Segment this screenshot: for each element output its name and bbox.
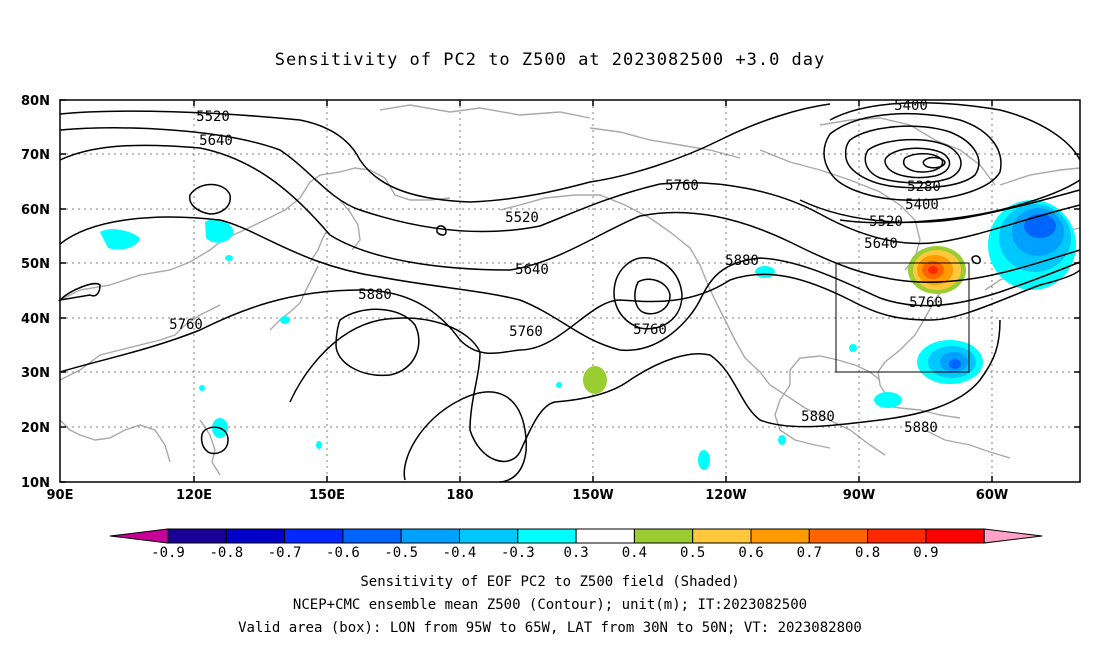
graticule [60, 100, 1080, 482]
colorbar-tick-label: -0.3 [501, 545, 535, 561]
colorbar-tick-label: 0.9 [913, 545, 938, 561]
lat-label: 40N [21, 312, 50, 327]
colorbar-tick-label: 0.7 [797, 545, 822, 561]
lon-label: 150E [309, 488, 345, 503]
colorbar-swatch [750, 528, 810, 544]
colorbar-tick-label: -0.5 [384, 545, 418, 561]
colorbar-high-arrow [983, 528, 1043, 544]
colorbar-swatch [692, 528, 752, 544]
footer-line-1: Sensitivity of EOF PC2 to Z500 field (Sh… [360, 574, 740, 590]
colorbar-swatch [167, 528, 227, 544]
lat-label: 10N [21, 476, 50, 491]
colorbar-swatch [342, 528, 402, 544]
colorbar-tick-label: 0.3 [563, 545, 588, 561]
colorbar: -0.9 -0.8 -0.7 -0.6 -0.5 -0.4 -0.3 0.3 0.4 0.5 0.6… [109, 528, 1043, 561]
colorbar-tick-label: -0.9 [151, 545, 185, 561]
lon-label: 90W [843, 488, 875, 503]
contour-label: 5520 [869, 214, 903, 230]
colorbar-swatch [867, 528, 927, 544]
colorbar-tick-label: -0.4 [443, 545, 477, 561]
colorbar-tick-label: 0.4 [622, 545, 647, 561]
colorbar-swatch [575, 528, 635, 544]
colorbar-swatch [459, 528, 519, 544]
colorbar-tick-label: -0.8 [209, 545, 243, 561]
colorbar-swatch [925, 528, 985, 544]
valid-area-box [835, 262, 970, 373]
plot-frame [59, 99, 1081, 483]
colorbar-swatch [400, 528, 461, 544]
z500-contours [57, 102, 1081, 483]
colorbar-swatch [225, 528, 286, 544]
lon-label: 60W [976, 488, 1008, 503]
contour-label: 5760 [665, 178, 699, 194]
colorbar-swatch [517, 528, 577, 544]
colorbar-tick-label: 0.6 [738, 545, 763, 561]
contour-label: 5760 [169, 317, 203, 333]
tick-marks [60, 99, 1080, 483]
lat-label: 30N [21, 366, 50, 381]
contour-label: 5640 [199, 133, 233, 149]
map-title: Sensitivity of PC2 to Z500 at 2023082500… [274, 50, 826, 70]
contour-label: 5520 [196, 109, 230, 125]
colorbar-tick-label: -0.6 [326, 545, 360, 561]
colorbar-tick-label: 0.8 [855, 545, 880, 561]
contour-labels: 5400 5520 5640 5760 5280 5400 5520 5640 … [169, 98, 943, 436]
lat-labels: 80N 70N 60N 50N 40N 30N 20N 10N [21, 94, 50, 491]
contour-label: 5760 [509, 324, 543, 340]
lon-label: 120E [176, 488, 212, 503]
contour-label: 5880 [904, 420, 938, 436]
colorbar-swatch [633, 528, 694, 544]
lon-label: 90E [47, 488, 74, 503]
contour-label: 5280 [907, 179, 941, 195]
lon-labels: 90E 120E 150E 180 150W 120W 90W 60W [47, 488, 1009, 503]
contour-label: 5760 [909, 295, 943, 311]
footer-line-2: NCEP+CMC ensemble mean Z500 (Contour); u… [292, 597, 808, 613]
contour-label: 5640 [515, 262, 549, 278]
lon-label: 120W [705, 488, 746, 503]
contour-label: 5880 [801, 409, 835, 425]
contour-label: 5640 [864, 236, 898, 252]
contour-label: 5400 [894, 98, 928, 114]
contour-label: 5400 [905, 197, 939, 213]
lat-label: 20N [21, 421, 50, 436]
lon-label: 180 [446, 488, 473, 503]
lat-label: 50N [21, 257, 50, 272]
footer-line-3: Valid area (box): LON from 95W to 65W, L… [238, 620, 862, 636]
contour-label: 5520 [505, 210, 539, 226]
lat-label: 80N [21, 94, 50, 109]
lon-label: 150W [572, 488, 613, 503]
lat-label: 70N [21, 148, 50, 163]
colorbar-low-arrow [109, 528, 169, 544]
colorbar-tick-label: -0.7 [268, 545, 302, 561]
contour-label: 5880 [358, 287, 392, 303]
colorbar-swatch [284, 528, 344, 544]
lat-label: 60N [21, 203, 50, 218]
contour-label: 5880 [725, 253, 759, 269]
contour-label: 5760 [633, 322, 667, 338]
colorbar-tick-label: 0.5 [680, 545, 705, 561]
colorbar-swatch [808, 528, 869, 544]
